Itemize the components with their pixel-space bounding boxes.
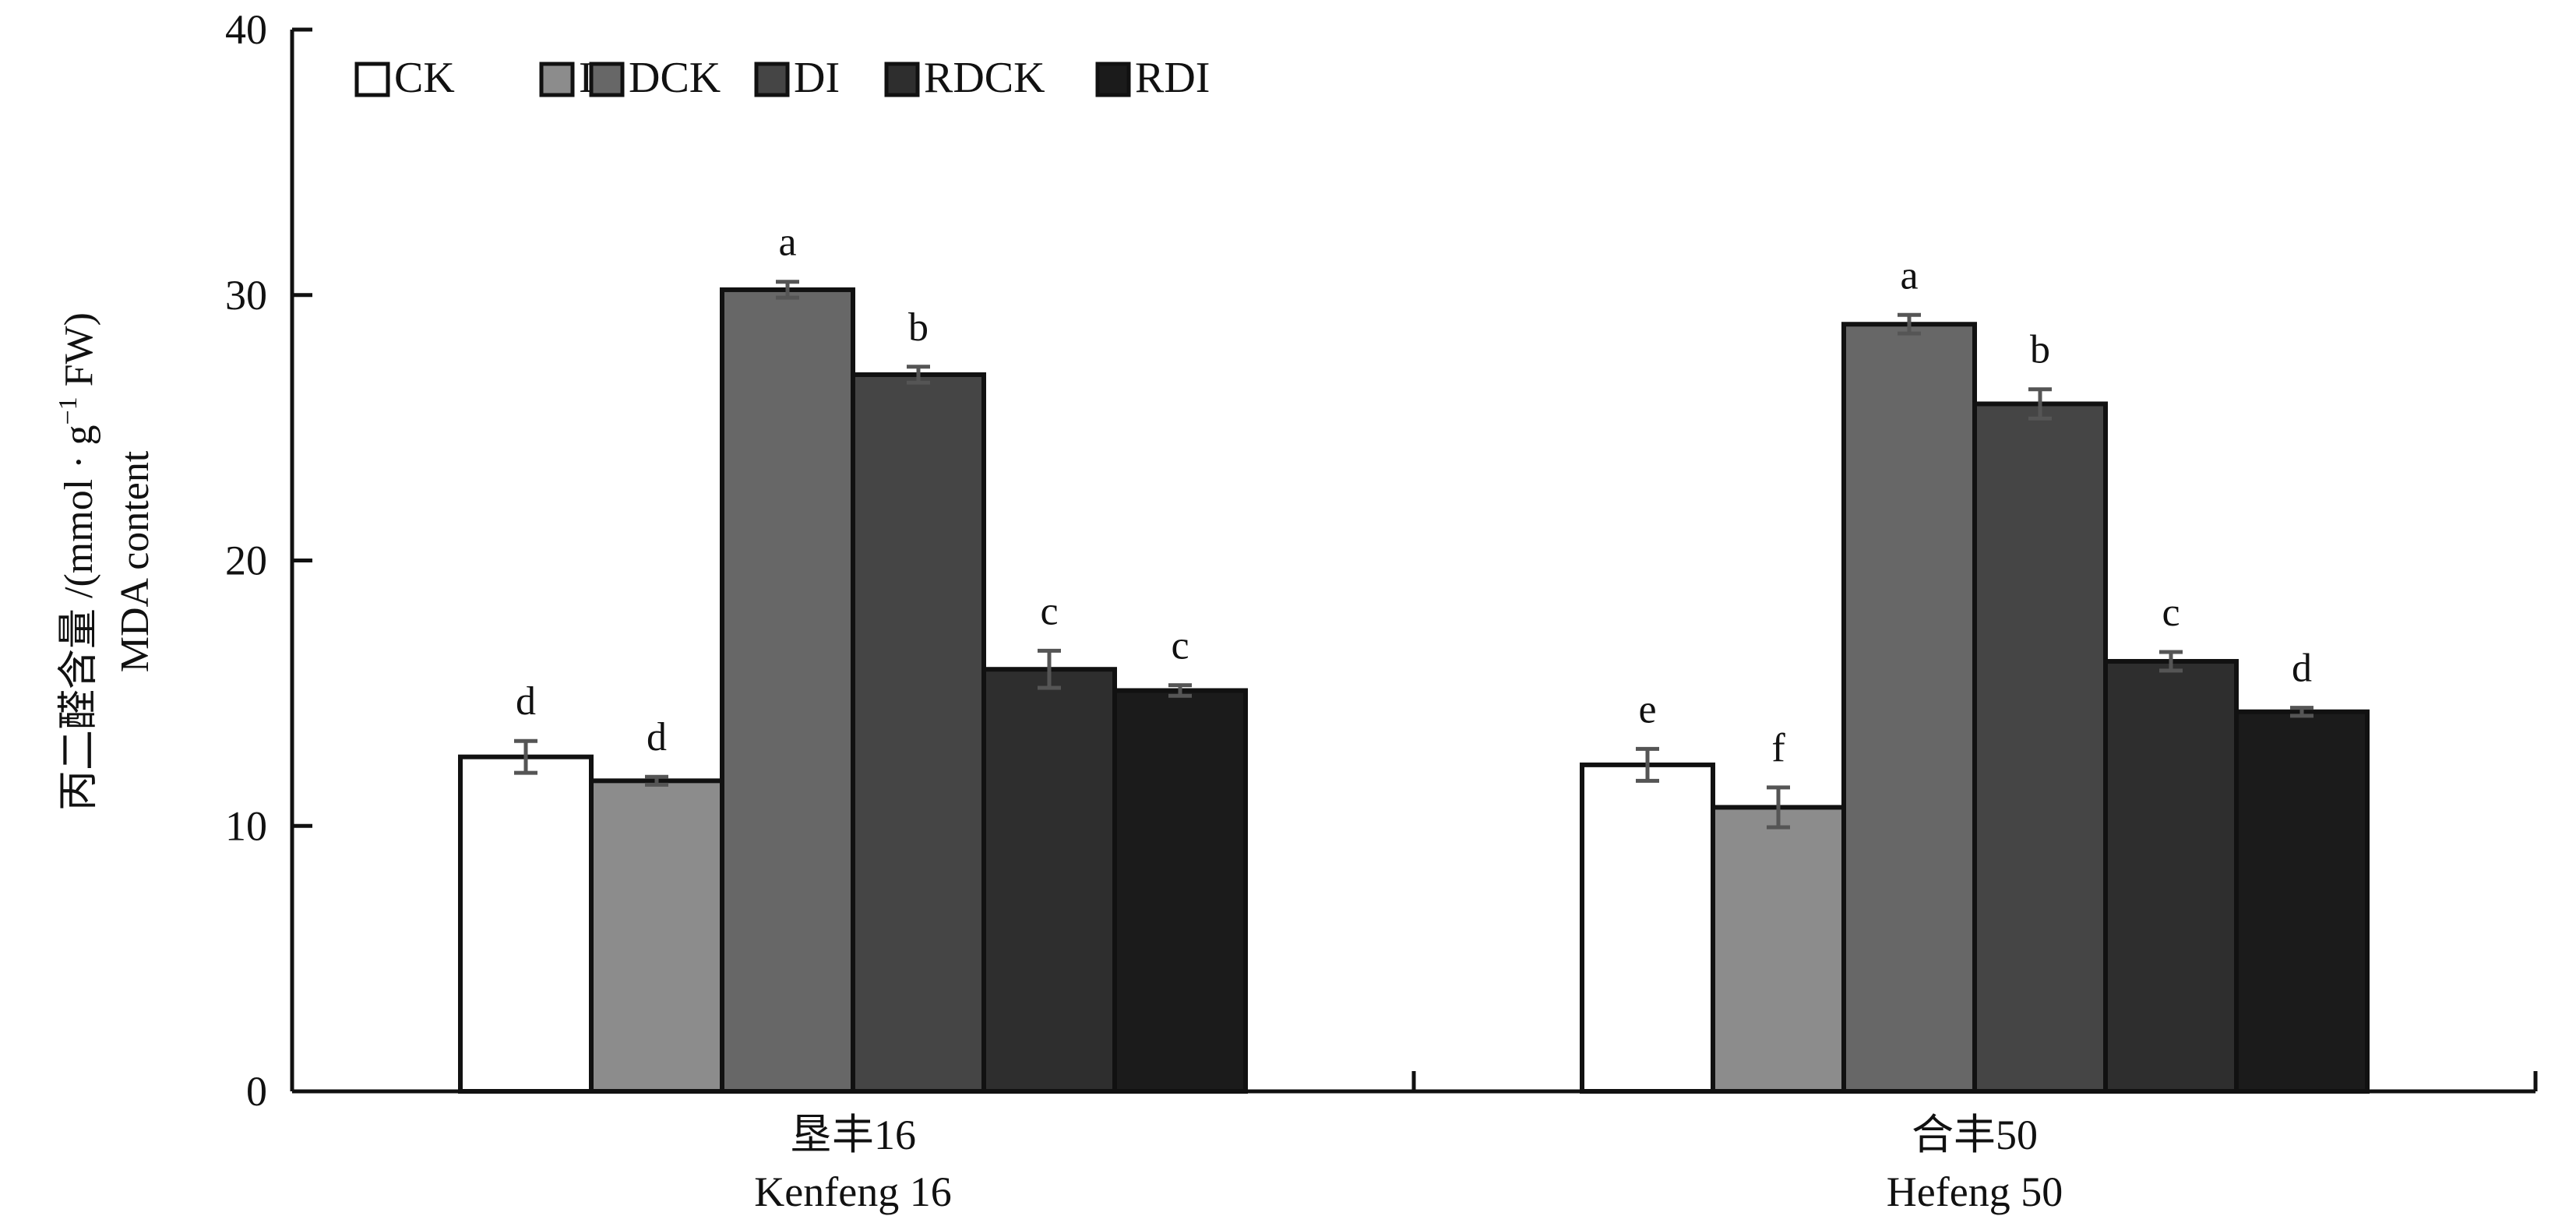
legend-label: DI bbox=[794, 54, 840, 102]
y-axis-title-en: MDA content bbox=[113, 450, 157, 672]
legend-swatch-rdi bbox=[1095, 62, 1131, 97]
bar-rdi-1 bbox=[1112, 688, 1248, 1094]
y-tick-label: 0 bbox=[246, 1068, 267, 1115]
bar-ck-1 bbox=[458, 754, 594, 1094]
y-tick-label: 10 bbox=[225, 802, 267, 849]
bar-rdck-1 bbox=[981, 667, 1117, 1094]
y-axis-title-cn: 丙二醛含量 /(mmol · g−1 FW) bbox=[54, 312, 101, 811]
legend: CK I DCK DI RDCK RDI bbox=[354, 54, 1210, 102]
x-category-label-cn: 垦丰16 bbox=[790, 1112, 916, 1158]
significance-letter: f bbox=[1771, 726, 1785, 770]
significance-letter: c bbox=[2162, 590, 2180, 635]
y-tick-label: 20 bbox=[225, 537, 267, 584]
bar-dck-2 bbox=[1841, 322, 1977, 1094]
legend-label: CK bbox=[394, 54, 455, 102]
legend-swatch-rdck bbox=[884, 62, 920, 97]
significance-letter: a bbox=[778, 220, 796, 265]
bar-dck-1 bbox=[720, 287, 855, 1094]
legend-swatch-di bbox=[754, 62, 790, 97]
bar-ck-2 bbox=[1580, 762, 1715, 1094]
bar-rdi-2 bbox=[2234, 709, 2370, 1094]
x-category-label-cn: 合丰50 bbox=[1912, 1112, 2038, 1158]
legend-swatch-ck bbox=[354, 62, 390, 97]
significance-letter: a bbox=[1900, 253, 1918, 298]
x-category-label-en: Hefeng 50 bbox=[1887, 1168, 2063, 1215]
significance-letter: d bbox=[516, 679, 536, 724]
significance-letter: b bbox=[908, 305, 929, 350]
significance-letter: c bbox=[1171, 624, 1189, 668]
y-axis-title-cn-main: 丙二醛含量 /(mmol · g bbox=[57, 425, 101, 811]
significance-letter: d bbox=[2292, 647, 2312, 691]
significance-letter: e bbox=[1638, 687, 1656, 731]
bar-di-1 bbox=[851, 372, 986, 1094]
x-category-label-en: Kenfeng 16 bbox=[754, 1168, 951, 1215]
bar-rdck-2 bbox=[2103, 658, 2239, 1094]
bar-di-2 bbox=[1972, 401, 2108, 1094]
bar-i-1 bbox=[589, 778, 724, 1094]
legend-swatch-dck bbox=[589, 62, 625, 97]
y-axis-title: 丙二醛含量 /(mmol · g−1 FW) MDA content bbox=[54, 312, 157, 811]
significance-letter: c bbox=[1040, 589, 1058, 633]
y-axis-title-superscript: −1 bbox=[54, 396, 83, 425]
legend-label: DCK bbox=[629, 54, 721, 102]
y-tick-label: 40 bbox=[225, 6, 267, 53]
legend-label: RDCK bbox=[924, 54, 1045, 102]
plot-area: 0 10 20 30 40 垦丰16 Kenfeng 16 d d a b c c 合丰50 Hefeng … bbox=[225, 6, 2538, 1215]
bar-i-2 bbox=[1711, 805, 1846, 1094]
legend-label: RDI bbox=[1135, 54, 1210, 102]
significance-letter: d bbox=[647, 715, 667, 759]
y-axis-title-cn-end: FW) bbox=[57, 312, 101, 396]
y-tick-label: 30 bbox=[225, 272, 267, 319]
legend-swatch-i bbox=[539, 62, 575, 97]
significance-letter: b bbox=[2030, 328, 2050, 372]
